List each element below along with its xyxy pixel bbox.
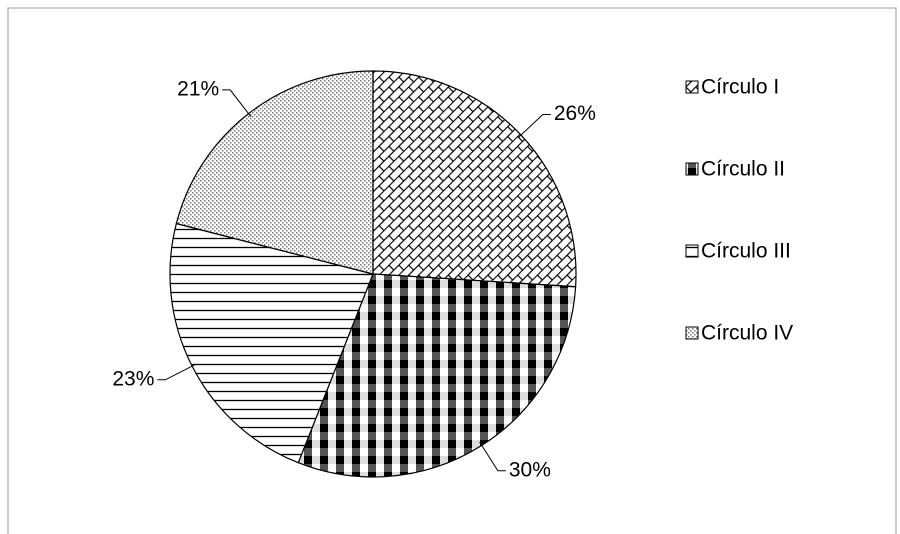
leader-line (517, 114, 551, 139)
legend-label: Círculo III (701, 240, 791, 263)
chart-frame (7, 7, 897, 534)
legend-marker (685, 326, 699, 340)
leader-line (222, 89, 252, 118)
leader-line (479, 441, 506, 472)
data-label: 30% (509, 458, 551, 481)
data-label: 23% (112, 367, 154, 390)
legend-label: Círculo I (701, 76, 779, 99)
legend-marker (685, 80, 699, 94)
data-label: 26% (554, 102, 596, 125)
leader-line (157, 363, 196, 381)
legend-marker (685, 244, 699, 258)
pie-slice (372, 70, 577, 288)
data-label: 21% (177, 77, 219, 100)
legend-label: Círculo II (701, 158, 785, 181)
legend-label: Círculo IV (701, 322, 793, 345)
legend-marker (685, 162, 699, 176)
